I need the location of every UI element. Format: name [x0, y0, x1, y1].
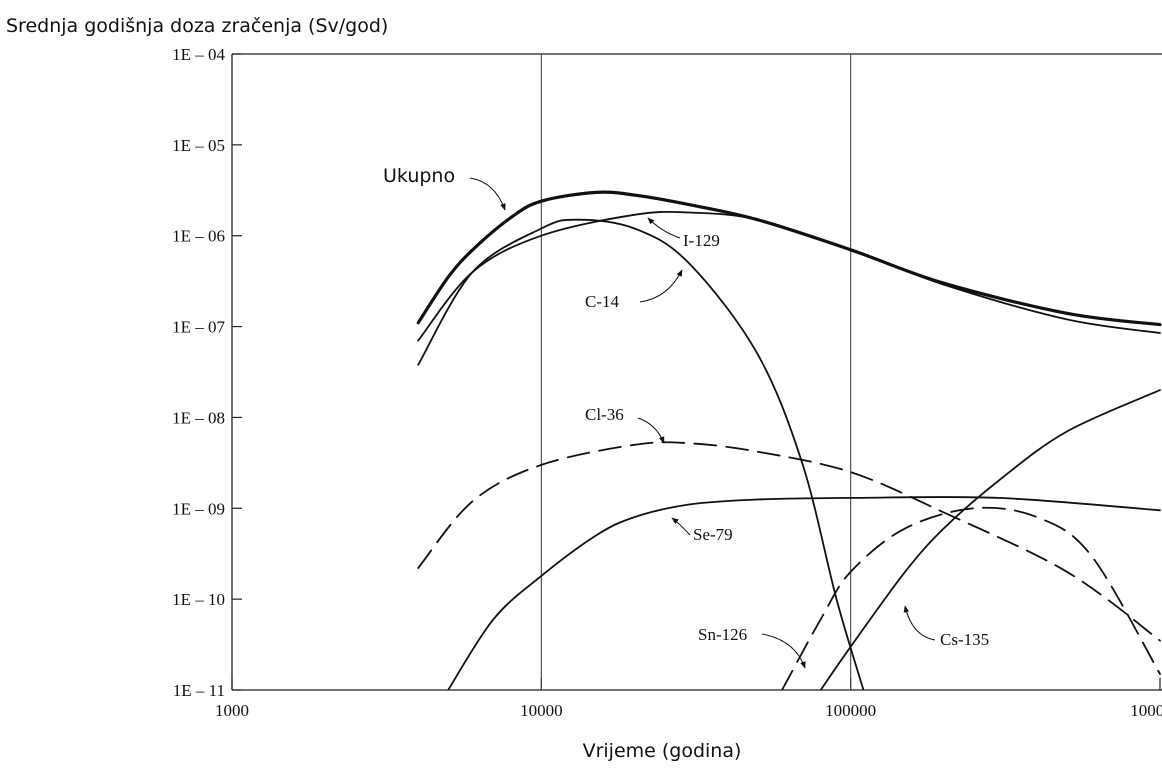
leader-arrow: [637, 417, 665, 444]
leader-arrow: [639, 269, 683, 303]
x-tick-label: 1000000: [1130, 701, 1162, 720]
plot-area: [416, 190, 1162, 690]
x-tick-label: 100000: [825, 701, 876, 720]
series-label: Sn-126: [698, 625, 747, 644]
y-tick-label: 1E – 09: [172, 499, 225, 518]
series-line: [447, 496, 1161, 690]
y-tick-label: 1E – 05: [172, 136, 225, 155]
y-axis-title: Srednja godišnja doza zračenja (Sv/god): [6, 15, 388, 37]
y-tick-label: 1E – 04: [172, 45, 225, 64]
leader-arrow: [647, 217, 681, 239]
series-label: Se-79: [693, 525, 733, 544]
y-tick-label: 1E – 08: [172, 408, 225, 427]
leader-arrow: [903, 605, 936, 641]
series-line: [819, 389, 1161, 690]
y-tick-label: 1E – 10: [172, 590, 225, 609]
series-label: C-14: [585, 292, 620, 311]
series-label: Ukupno: [383, 165, 455, 187]
series-line: [417, 441, 1161, 642]
leader-arrow: [671, 517, 691, 536]
x-tick-label: 10000: [520, 701, 563, 720]
series-label: I-129: [683, 231, 720, 250]
series-line: [416, 190, 1162, 327]
series-line: [781, 506, 1161, 690]
leader-arrow: [469, 177, 506, 211]
series-line: [417, 210, 1161, 342]
x-tick-label: 1000: [215, 701, 249, 720]
series-label: Cl-36: [585, 405, 624, 424]
series-label: Cs-135: [940, 630, 989, 649]
y-tick-label: 1E – 06: [172, 227, 225, 246]
y-tick-label: 1E – 07: [172, 318, 225, 337]
series-line: [417, 218, 865, 690]
y-tick-label: 1E – 11: [173, 681, 225, 700]
leader-arrow: [761, 633, 806, 669]
x-axis-title: Vrijeme (godina): [583, 740, 742, 762]
